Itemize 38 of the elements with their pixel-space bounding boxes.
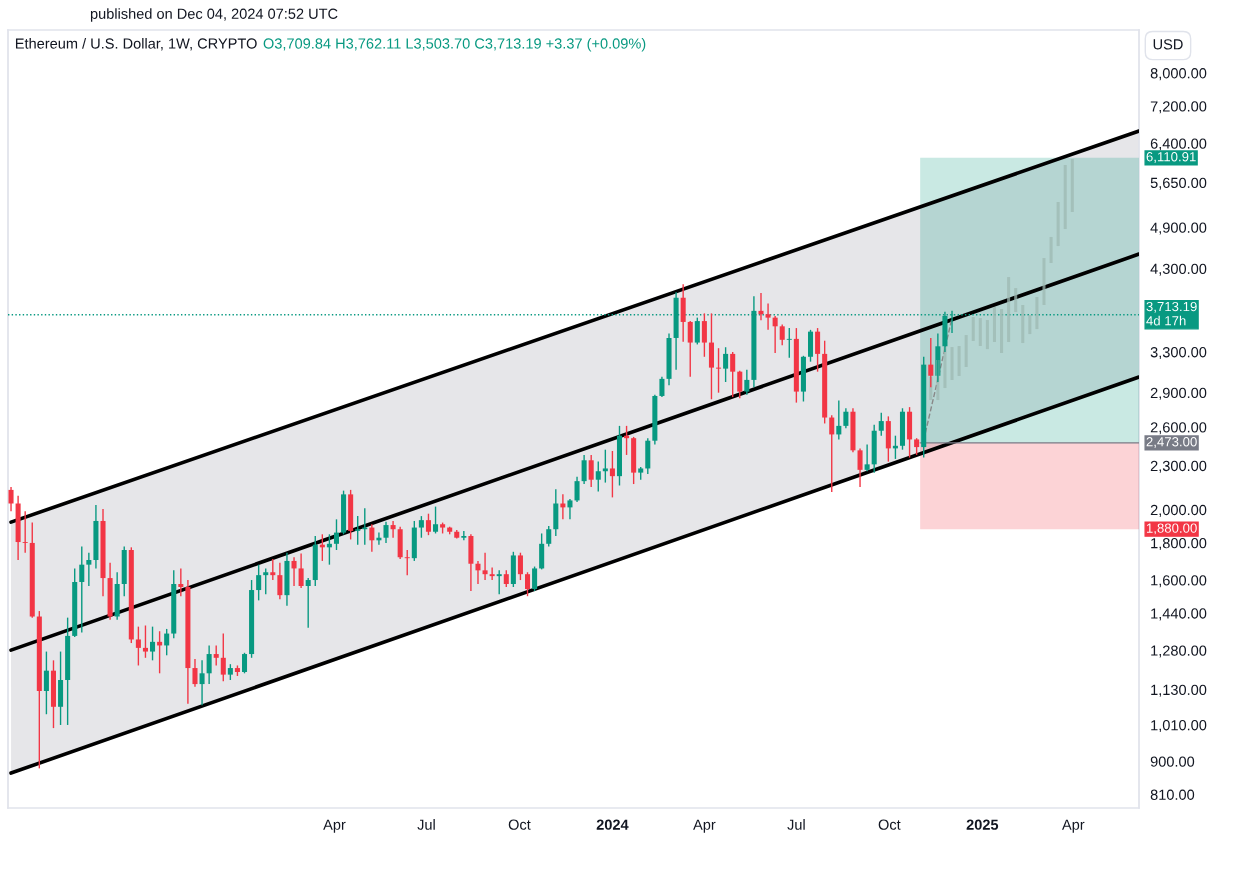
ref-line-label: 2,473.00 — [1146, 437, 1197, 448]
y-tick-label: 2,600.00 — [1150, 422, 1207, 435]
x-tick-label: 2024 — [596, 819, 629, 830]
y-tick-label: 2,900.00 — [1150, 387, 1207, 400]
y-tick-label: 6,400.00 — [1150, 138, 1207, 151]
x-tick-label: Apr — [693, 819, 716, 833]
y-axis-title: USD — [1153, 39, 1183, 50]
x-tick-label: Apr — [1061, 819, 1085, 833]
x-tick-label: Oct — [878, 819, 901, 830]
band-label: 1,880.00 — [1146, 523, 1197, 535]
y-tick-label: 1,440.00 — [1151, 608, 1207, 621]
band-label: 6,110.91 — [1146, 152, 1196, 163]
x-tick-label: Jul — [787, 819, 805, 830]
y-tick-label: 900.00 — [1150, 756, 1195, 767]
y-tick-label: 1,010.00 — [1151, 720, 1207, 733]
text: O3,709.84 H3,762.11 L3,503.70 C3,713.19 +3.37 (+0.09%) — [263, 37, 646, 52]
y-tick-label: 7,200.00 — [1150, 101, 1207, 114]
y-tick-label: 1,280.00 — [1151, 645, 1207, 658]
x-tick-label: Oct — [508, 819, 531, 830]
y-tick-label: 810.00 — [1150, 789, 1195, 800]
y-tick-label: 1,130.00 — [1151, 684, 1207, 697]
y-tick-label: 3,300.00 — [1150, 347, 1207, 360]
ref-line-label: 3,713.19 4d 17h — [1146, 301, 1197, 326]
y-tick-label: 2,300.00 — [1150, 460, 1207, 473]
candlestick — [355, 515, 361, 546]
y-tick-label: 4,900.00 — [1150, 222, 1207, 235]
y-tick-label: 4,300.00 — [1150, 263, 1207, 276]
bar — [1014, 288, 1018, 313]
x-tick-label: 2025 — [966, 819, 999, 830]
text: published on Dec 04, 2024 07:52 UTC — [90, 8, 338, 22]
y-tick-label: 1,800.00 — [1151, 538, 1207, 551]
y-tick-label: 5,650.00 — [1150, 177, 1207, 190]
y-tick-label: 8,000.00 — [1150, 68, 1207, 81]
x-tick-label: Apr — [323, 819, 346, 833]
x-tick-label: Jul — [417, 819, 435, 830]
chart-title: Ethereum / U.S. Dollar, 1W, CRYPTO — [15, 37, 257, 51]
y-tick-label: 2,000.00 — [1150, 504, 1207, 517]
y-tick-label: 1,600.00 — [1151, 575, 1207, 588]
